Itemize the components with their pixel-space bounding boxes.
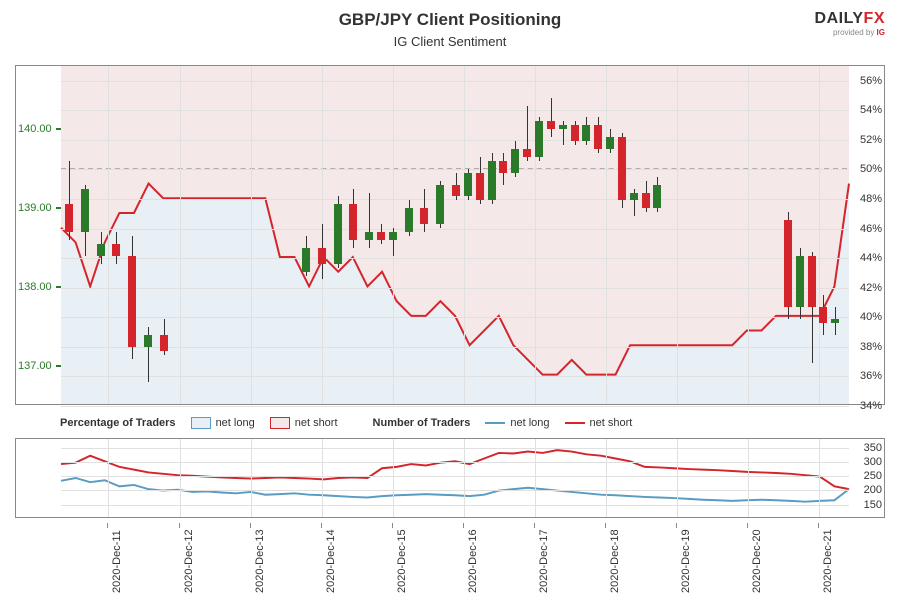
- candlestick: [535, 121, 543, 157]
- main-price-sentiment-chart: 137.00138.00139.00140.0034%36%38%40%42%4…: [15, 65, 885, 405]
- candlestick: [582, 125, 590, 141]
- candlestick: [523, 149, 531, 157]
- candlestick: [819, 307, 827, 323]
- x-axis-date-label: 2020-Dec-19: [680, 529, 692, 593]
- price-tick-label: 137.00: [18, 360, 52, 372]
- candlestick: [488, 161, 496, 201]
- candlestick: [97, 244, 105, 256]
- x-axis-date-label: 2020-Dec-11: [111, 530, 123, 593]
- chart-title: GBP/JPY Client Positioning: [15, 10, 885, 30]
- candlestick: [318, 248, 326, 264]
- price-tick-label: 139.00: [18, 202, 52, 214]
- pct-tick-label: 52%: [860, 134, 882, 146]
- legend-num-short: net short: [565, 417, 633, 429]
- legend-num-label: Number of Traders: [373, 417, 471, 429]
- x-axis-date-label: 2020-Dec-14: [325, 529, 337, 593]
- pct-tick-label: 46%: [860, 223, 882, 235]
- x-axis-date-label: 2020-Dec-16: [467, 529, 479, 593]
- pct-tick-label: 36%: [860, 370, 882, 382]
- candlestick: [464, 173, 472, 197]
- pct-tick-label: 50%: [860, 163, 882, 175]
- candlestick: [65, 204, 73, 232]
- count-tick-label: 300: [864, 456, 882, 468]
- candlestick: [81, 189, 89, 232]
- x-axis-date-label: 2020-Dec-13: [254, 529, 266, 593]
- sub-chart-plot-area: [61, 439, 849, 517]
- count-tick-label: 200: [864, 484, 882, 496]
- candlestick: [653, 185, 661, 209]
- candlestick: [405, 208, 413, 232]
- pct-tick-label: 48%: [860, 193, 882, 205]
- pct-tick-label: 34%: [860, 400, 882, 412]
- candlestick: [420, 208, 428, 224]
- candlestick: [642, 193, 650, 209]
- candlestick: [618, 137, 626, 200]
- legend-pct-long: net long: [191, 417, 255, 429]
- count-tick-label: 150: [864, 499, 882, 511]
- candlestick: [559, 125, 567, 129]
- candlestick: [128, 256, 136, 347]
- x-axis-date-label: 2020-Dec-21: [822, 529, 834, 593]
- candlestick: [594, 125, 602, 149]
- candlestick: [796, 256, 804, 307]
- x-axis-date-label: 2020-Dec-12: [183, 529, 195, 593]
- count-tick-label: 350: [864, 442, 882, 454]
- candlestick: [365, 232, 373, 240]
- pct-tick-label: 54%: [860, 104, 882, 116]
- candlestick: [302, 248, 310, 272]
- candlestick: [499, 161, 507, 173]
- candlestick: [452, 185, 460, 197]
- candlestick: [476, 173, 484, 201]
- x-axis-date-label: 2020-Dec-18: [609, 529, 621, 593]
- candlestick: [630, 193, 638, 201]
- dailyfx-logo: DAILYFX provided by IG: [815, 10, 885, 37]
- legend-row: Percentage of Traders net long net short…: [15, 413, 885, 433]
- candlestick: [831, 319, 839, 323]
- candlestick: [571, 125, 579, 141]
- pct-tick-label: 38%: [860, 341, 882, 353]
- main-chart-plot-area: [61, 66, 849, 404]
- x-axis-date-label: 2020-Dec-20: [751, 529, 763, 593]
- chart-subtitle: IG Client Sentiment: [15, 34, 885, 49]
- price-tick-label: 140.00: [18, 123, 52, 135]
- legend-num-long: net long: [485, 417, 549, 429]
- candlestick: [606, 137, 614, 149]
- pct-tick-label: 40%: [860, 311, 882, 323]
- legend-pct-short: net short: [270, 417, 338, 429]
- candlestick: [511, 149, 519, 173]
- chart-header: GBP/JPY Client Positioning IG Client Sen…: [15, 10, 885, 60]
- candlestick: [160, 335, 168, 351]
- candlestick: [784, 220, 792, 307]
- candlestick: [547, 121, 555, 129]
- x-axis-labels: 2020-Dec-11 2020-Dec-12 2020-Dec-13 2020-De…: [15, 523, 885, 593]
- candlestick: [334, 204, 342, 263]
- candlestick: [144, 335, 152, 347]
- pct-tick-label: 44%: [860, 252, 882, 264]
- legend-pct-label: Percentage of Traders: [60, 417, 176, 429]
- candlestick: [112, 244, 120, 256]
- candlestick: [436, 185, 444, 225]
- candlestick: [808, 256, 816, 307]
- price-tick-label: 138.00: [18, 281, 52, 293]
- count-tick-label: 250: [864, 470, 882, 482]
- pct-tick-label: 42%: [860, 282, 882, 294]
- candlestick: [377, 232, 385, 240]
- candlestick: [389, 232, 397, 240]
- x-axis-date-label: 2020-Dec-15: [396, 529, 408, 593]
- candlestick: [349, 204, 357, 240]
- trader-count-chart: 150 200 250 300 350: [15, 438, 885, 518]
- x-axis-date-label: 2020-Dec-17: [538, 529, 550, 593]
- pct-tick-label: 56%: [860, 75, 882, 87]
